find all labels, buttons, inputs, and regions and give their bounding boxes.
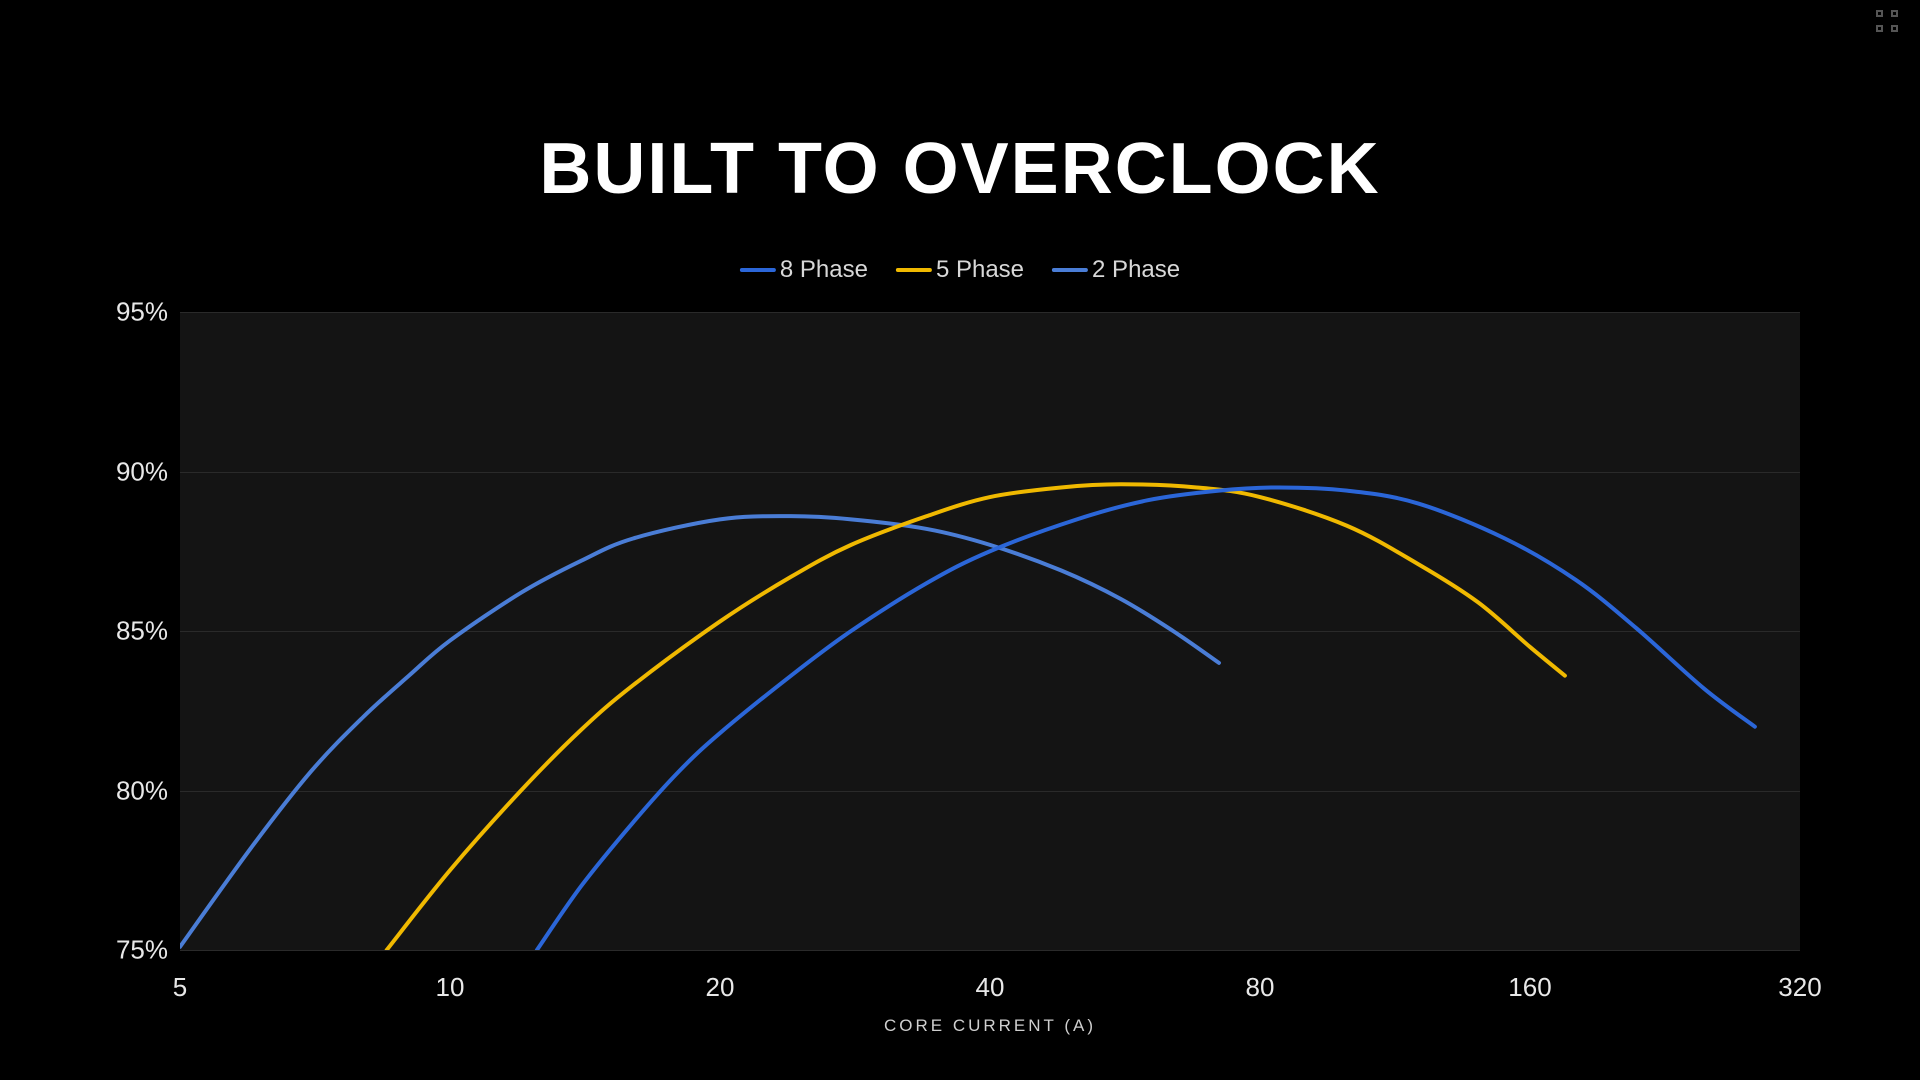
- x-axis-label: 160: [1508, 972, 1551, 1003]
- legend-label: 8 Phase: [780, 256, 868, 284]
- y-axis-label: 85%: [98, 616, 168, 647]
- legend-swatch: [740, 268, 776, 272]
- x-axis-label: 320: [1778, 972, 1821, 1003]
- legend-swatch: [1052, 268, 1088, 272]
- x-axis-label: 80: [1246, 972, 1275, 1003]
- legend-swatch: [896, 268, 932, 272]
- series-line-8-phase: [537, 487, 1755, 950]
- x-axis-label: 5: [173, 972, 187, 1003]
- y-axis-label: 80%: [98, 775, 168, 806]
- gridline: [180, 950, 1800, 951]
- legend-item-2phase: 2 Phase: [1052, 256, 1180, 284]
- page-title: BUILT TO OVERCLOCK: [539, 128, 1380, 210]
- x-axis-label: 10: [436, 972, 465, 1003]
- x-axis-title: CORE CURRENT (A): [884, 1016, 1096, 1036]
- legend-item-5phase: 5 Phase: [896, 256, 1024, 284]
- y-axis-label: 90%: [98, 456, 168, 487]
- y-axis-label: 75%: [98, 935, 168, 966]
- chart-lines: [180, 312, 1800, 950]
- chart-legend: 8 Phase 5 Phase 2 Phase: [740, 256, 1180, 284]
- y-axis-label: 95%: [98, 297, 168, 328]
- legend-label: 5 Phase: [936, 256, 1024, 284]
- legend-label: 2 Phase: [1092, 256, 1180, 284]
- series-line-5-phase: [387, 484, 1565, 950]
- legend-item-8phase: 8 Phase: [740, 256, 868, 284]
- fullscreen-icon[interactable]: [1876, 10, 1898, 32]
- series-line-2-phase: [180, 516, 1219, 947]
- x-axis-label: 20: [706, 972, 735, 1003]
- x-axis-label: 40: [976, 972, 1005, 1003]
